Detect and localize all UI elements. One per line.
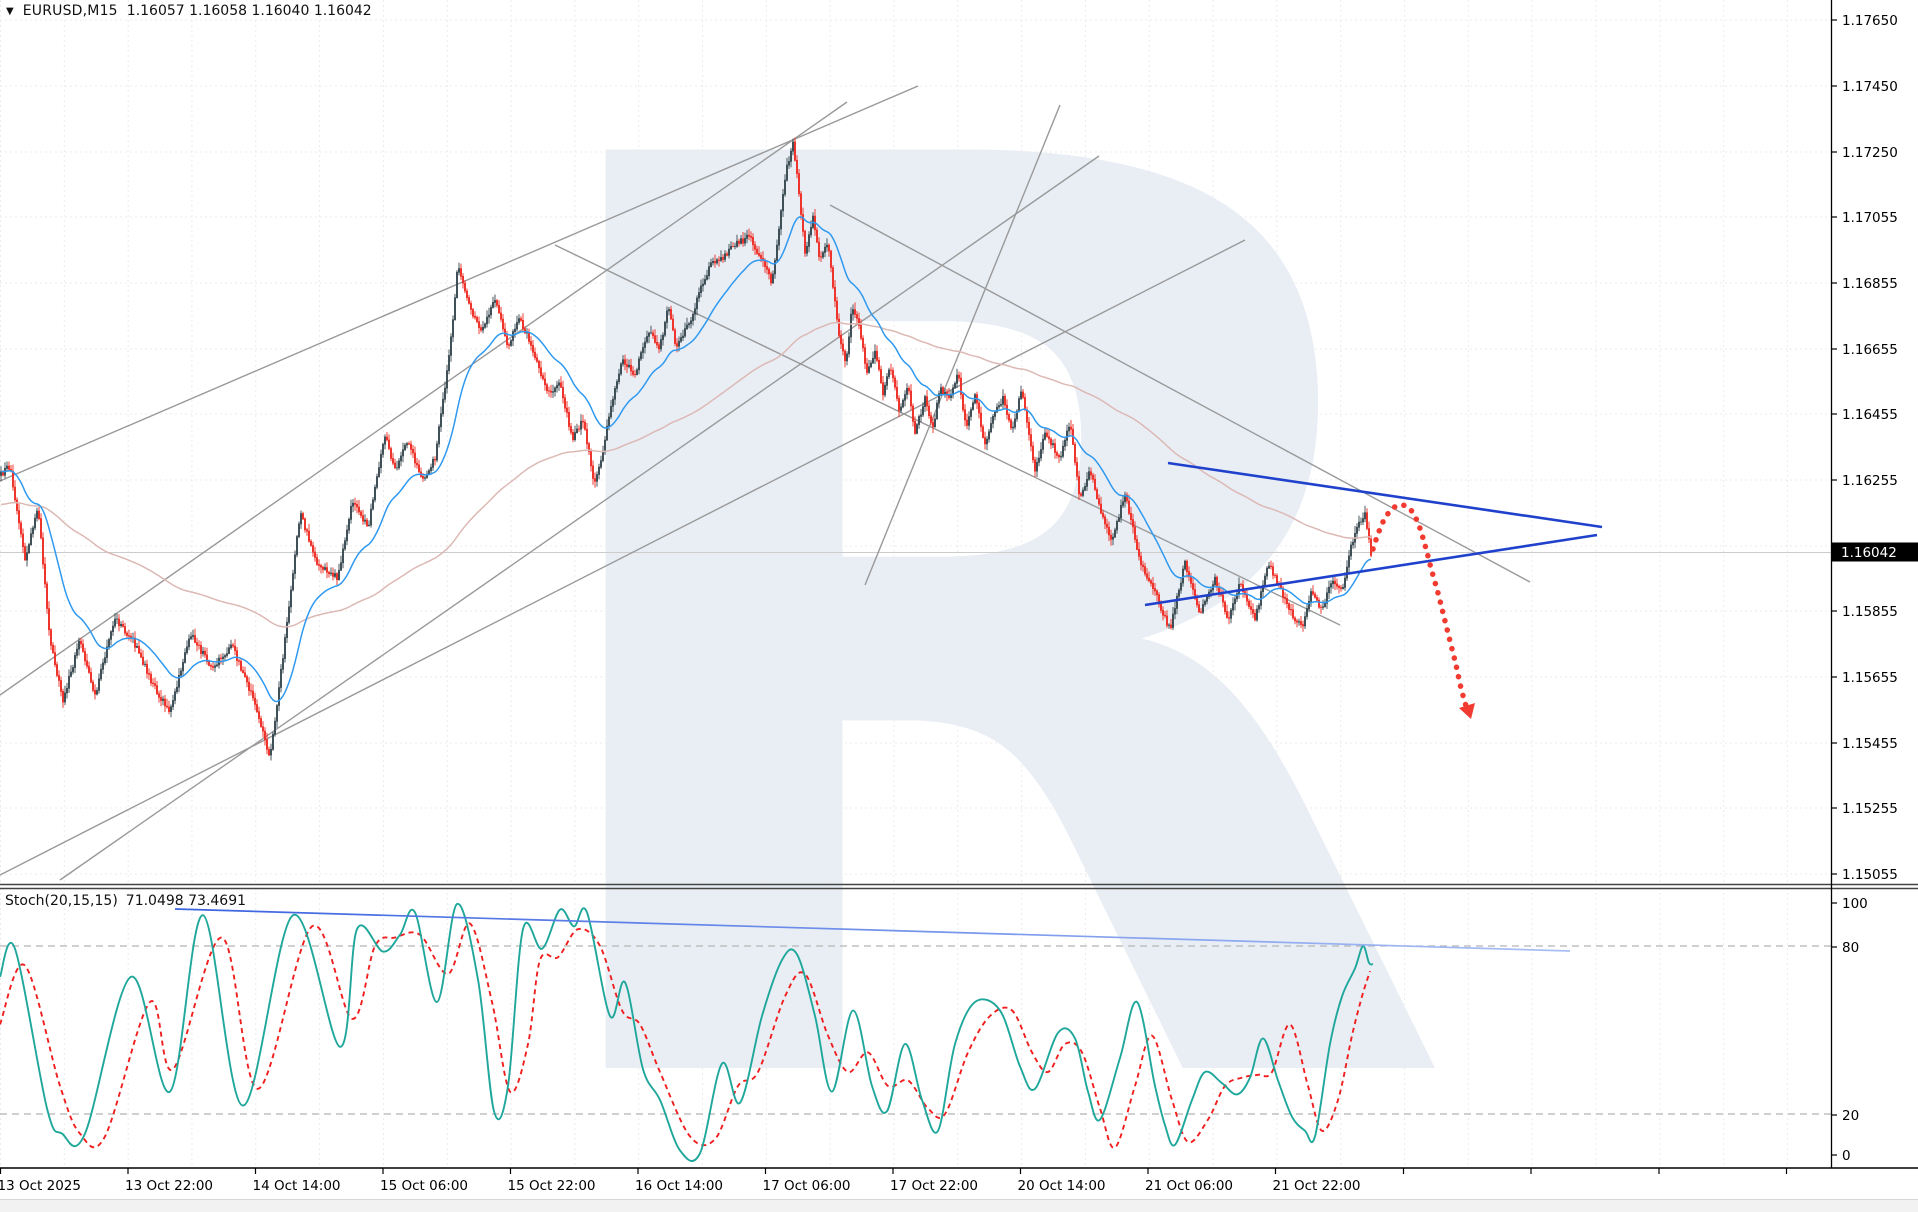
trendline-rising-support-through-peak[interactable] <box>0 85 919 482</box>
price-axis-label: 1.15455 <box>1842 736 1898 752</box>
time-axis-label: 16 Oct 14:00 <box>635 1178 723 1194</box>
trendline-descending-mid[interactable] <box>554 244 1341 626</box>
ma-fast-line <box>0 216 1372 703</box>
stoch-axis-label: 0 <box>1842 1148 1851 1164</box>
quote-ohlc: 1.16057 1.16058 1.16040 1.16042 <box>126 3 372 19</box>
trendline-descending-from-top[interactable] <box>829 204 1531 583</box>
symbol-header: ▼ EURUSD,M15 1.16057 1.16058 1.16040 1.1… <box>6 3 372 19</box>
time-axis-label: 17 Oct 22:00 <box>890 1178 978 1194</box>
price-axis-label: 1.16855 <box>1842 276 1898 292</box>
trendline-triangle-upper[interactable] <box>1167 461 1603 529</box>
trendline-rising-channel-lower[interactable] <box>0 239 1246 876</box>
current-price-tag <box>1832 542 1918 562</box>
price-axis-label: 1.15855 <box>1842 604 1898 620</box>
price-axis-label: 1.16255 <box>1842 473 1898 489</box>
trendline-triangle-lower[interactable] <box>1144 533 1598 607</box>
chevron-down-icon[interactable]: ▼ <box>6 5 14 17</box>
stoch-name: Stoch(20,15,15) <box>5 893 118 909</box>
price-axis-label: 1.15055 <box>1842 867 1898 883</box>
stoch-axis-label: 80 <box>1842 940 1859 956</box>
bear-candle-bodies <box>2 141 1372 756</box>
trendline-rising-from-oct14-low[interactable] <box>59 155 1100 881</box>
time-axis-label: 17 Oct 06:00 <box>763 1178 851 1194</box>
stoch-k-line <box>0 903 1374 1162</box>
stoch-indicator-label: Stoch(20,15,15) 71.0498 73.4691 <box>5 893 246 909</box>
price-axis-label: 1.17055 <box>1842 210 1898 226</box>
symbol-title: EURUSD,M15 <box>22 3 118 19</box>
price-axis-label: 1.16655 <box>1842 342 1898 358</box>
time-axis-label: 13 Oct 22:00 <box>125 1178 213 1194</box>
ma-slow-line <box>0 321 1372 628</box>
stoch-values: 71.0498 73.4691 <box>125 893 247 909</box>
price-axis-label: 1.15255 <box>1842 801 1898 817</box>
stoch-axis-label: 100 <box>1842 896 1868 912</box>
time-axis-label: 13 Oct 2025 <box>0 1178 81 1194</box>
time-axis-label: 15 Oct 06:00 <box>380 1178 468 1194</box>
time-axis-label: 20 Oct 14:00 <box>1018 1178 1106 1194</box>
trendline-rising-steep-right[interactable] <box>864 104 1061 586</box>
price-axis-label: 1.17450 <box>1842 79 1898 95</box>
trendline-rising-steep-through-peak[interactable] <box>0 101 848 696</box>
horizontal-scrollbar[interactable] <box>0 1199 1918 1212</box>
price-axis-label: 1.15655 <box>1842 670 1898 686</box>
stoch-d-line <box>0 922 1371 1149</box>
forecast-arrow-dots[interactable] <box>1370 502 1469 709</box>
current-price-tag-text: 1.16042 <box>1841 545 1897 561</box>
time-axis-label: 14 Oct 14:00 <box>253 1178 341 1194</box>
price-axis-label: 1.17250 <box>1842 145 1898 161</box>
time-axis-label: 15 Oct 22:00 <box>508 1178 596 1194</box>
stoch-trendline[interactable] <box>174 908 1571 952</box>
forecast-arrow-head[interactable] <box>1459 703 1475 719</box>
time-axis-label: 21 Oct 06:00 <box>1145 1178 1233 1194</box>
price-axis-label: 1.16455 <box>1842 407 1898 423</box>
price-axis-label: 1.17650 <box>1842 13 1898 29</box>
time-axis-label: 21 Oct 22:00 <box>1273 1178 1361 1194</box>
stoch-axis-label: 20 <box>1842 1108 1859 1124</box>
watermark-letter: R <box>490 0 1460 1212</box>
